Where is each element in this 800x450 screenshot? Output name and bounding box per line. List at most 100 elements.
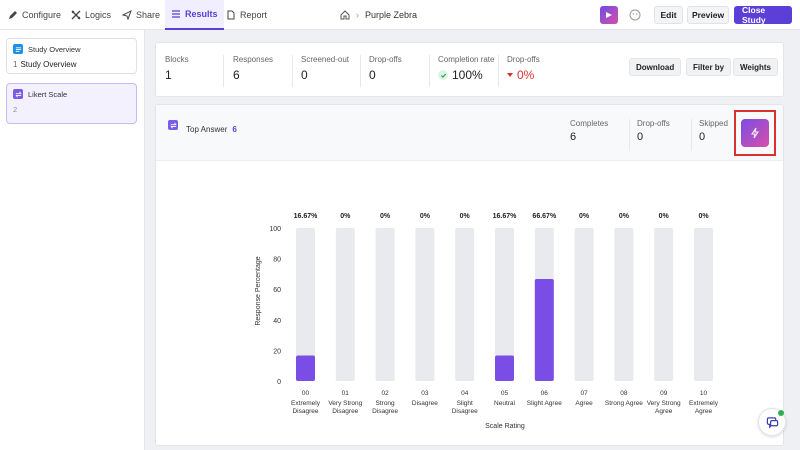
divider — [360, 55, 361, 87]
stat-label: Skipped — [699, 119, 728, 128]
x-tick-code: 02 — [381, 390, 389, 397]
stat-skipped: Skipped 0 — [699, 119, 728, 143]
stat-label: Completion rate — [438, 55, 495, 64]
bar-value-label: 0% — [698, 213, 709, 220]
stat-value: 1 — [165, 68, 172, 82]
y-tick-label: 20 — [273, 348, 281, 355]
chat-icon — [766, 416, 778, 429]
chevron-right-icon: › — [356, 10, 359, 20]
breadcrumb: › Purple Zebra — [340, 0, 417, 30]
y-axis-title: Response Percentage — [255, 256, 262, 325]
divider — [223, 55, 224, 87]
question-title-text: Top Answer — [186, 125, 228, 134]
tab-report[interactable]: Report — [226, 0, 267, 30]
arrow-down-icon — [507, 73, 513, 77]
x-tick-label: Agree — [695, 408, 713, 415]
summary-panel: Blocks 1 Responses 6 Screened-out 0 Drop… — [155, 42, 784, 97]
stat-value: 0 — [699, 131, 706, 143]
y-tick-label: 0 — [277, 379, 281, 386]
smiley-icon — [629, 9, 641, 21]
download-button[interactable]: Download — [629, 58, 682, 76]
sidebar-block-study-overview[interactable]: Study Overview 1 Study Overview — [6, 38, 137, 74]
sparkle-icon — [606, 12, 612, 18]
likert-icon — [13, 89, 23, 99]
x-tick-label: Slight — [457, 400, 473, 407]
x-tick-label: Neutral — [494, 400, 516, 407]
bar-track — [335, 228, 355, 381]
list-icon — [172, 10, 180, 18]
overview-icon — [13, 44, 23, 54]
tab-logics-label: Logics — [85, 10, 112, 20]
bar-track — [614, 228, 634, 381]
tab-results[interactable]: Results — [165, 0, 224, 30]
x-tick-label: Agree — [575, 400, 593, 407]
stat-label: Responses — [233, 55, 274, 64]
stat-value: 0 — [369, 68, 376, 82]
bar — [495, 355, 514, 381]
x-tick-label: Disagree — [452, 408, 478, 415]
filter-by-button[interactable]: Filter by — [686, 58, 732, 76]
x-tick-code: 05 — [501, 390, 509, 397]
x-tick-label: Extremely — [291, 400, 321, 407]
stat-value: 6 — [570, 131, 577, 143]
logic-icon — [71, 10, 81, 20]
study-name: Purple Zebra — [365, 10, 418, 20]
x-tick-code: 03 — [421, 390, 429, 397]
x-tick-label: Disagree — [332, 408, 358, 415]
stat-blocks: Blocks 1 — [165, 55, 189, 82]
highlight-frame — [734, 110, 776, 156]
close-study-button[interactable]: Close Study — [734, 5, 792, 25]
x-tick-code: 06 — [541, 390, 549, 397]
tab-configure[interactable]: Configure — [8, 0, 61, 30]
y-tick-label: 60 — [273, 287, 281, 294]
tab-logics[interactable]: Logics — [71, 0, 111, 30]
tab-configure-label: Configure — [22, 10, 62, 20]
likert-icon — [168, 120, 178, 130]
home-icon[interactable] — [340, 10, 350, 20]
stat-value: 6 — [233, 68, 240, 82]
pencil-icon — [9, 11, 17, 19]
divider — [292, 55, 293, 87]
bar-value-label: 0% — [659, 213, 670, 220]
stat-completes: Completes 6 — [570, 119, 608, 143]
stat-dropoffs-rate: Drop-offs 0% — [507, 55, 540, 82]
top-navigation-bar: Configure Logics Share Results Report › … — [0, 0, 800, 30]
bar-value-label: 0% — [619, 213, 630, 220]
divider — [629, 119, 630, 151]
stat-responses: Responses 6 — [233, 55, 273, 82]
bar-track — [296, 228, 315, 381]
tab-share[interactable]: Share — [122, 0, 160, 30]
tab-share-label: Share — [136, 10, 161, 20]
x-tick-code: 01 — [342, 390, 350, 397]
chat-support-button[interactable] — [758, 408, 786, 436]
x-tick-label: Disagree — [292, 408, 318, 415]
divider — [498, 55, 499, 87]
emoji-button[interactable] — [626, 6, 644, 24]
blocks-sidebar: Study Overview 1 Study Overview Likert Sc… — [0, 30, 145, 450]
ai-assistant-button[interactable] — [600, 6, 618, 24]
tab-report-label: Report — [240, 10, 268, 20]
weights-button[interactable]: Weights — [733, 58, 778, 76]
x-tick-label: Disagree — [412, 400, 438, 407]
divider — [691, 119, 692, 151]
x-axis-title: Scale Rating — [485, 423, 525, 430]
stat-value: 0 — [637, 131, 644, 143]
bar-track — [654, 228, 674, 381]
stat-value: 0 — [301, 68, 308, 82]
preview-button[interactable]: Preview — [687, 6, 729, 24]
question-count: 6 — [232, 125, 237, 134]
x-tick-code: 04 — [461, 390, 469, 397]
bar-track — [495, 228, 514, 381]
stat-dropoffs: Drop-offs 0 — [637, 119, 670, 143]
x-tick-code: 00 — [302, 390, 310, 397]
edit-button[interactable]: Edit — [654, 6, 683, 24]
block-subtitle: Study Overview — [20, 60, 77, 69]
bar-value-label: 0% — [380, 213, 391, 220]
x-tick-label: Agree — [655, 408, 673, 415]
bar — [534, 278, 554, 381]
ai-insights-button[interactable] — [741, 119, 769, 147]
block-title: Study Overview — [28, 44, 81, 54]
sidebar-block-likert-scale[interactable]: Likert Scale 2 — [6, 83, 137, 124]
x-tick-label: Strong Agree — [605, 400, 643, 407]
